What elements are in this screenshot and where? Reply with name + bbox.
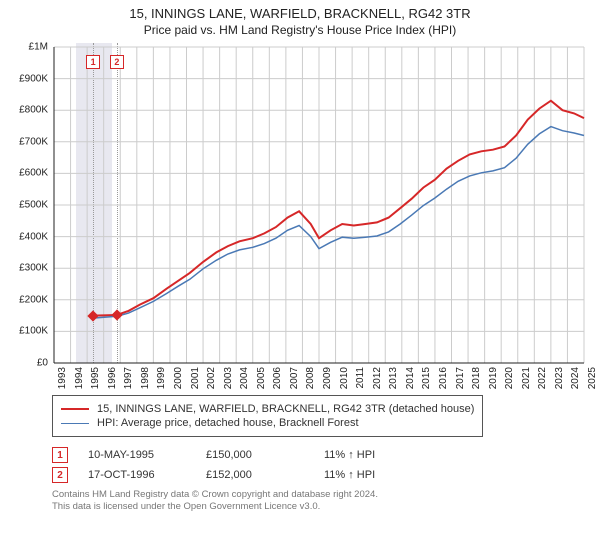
y-tick-label: £100K [10,326,48,337]
x-tick-label: 1996 [107,367,118,389]
y-tick-label: £500K [10,200,48,211]
credit-line: This data is licensed under the Open Gov… [52,501,590,513]
event-price: £150,000 [206,449,316,461]
x-tick-label: 2017 [455,367,466,389]
marker-pin-1: 1 [86,55,100,69]
y-tick-label: £1M [10,42,48,53]
credit-text: Contains HM Land Registry data © Crown c… [52,489,590,514]
x-tick-label: 2018 [471,367,482,389]
x-tick-label: 2021 [521,367,532,389]
x-tick-label: 1993 [57,367,68,389]
x-tick-label: 1995 [90,367,101,389]
marker-pin-2: 2 [110,55,124,69]
x-tick-label: 2016 [438,367,449,389]
event-row-2: 2 17-OCT-1996 £152,000 11% ↑ HPI [52,467,590,483]
x-tick-label: 1997 [123,367,134,389]
event-row-1: 1 10-MAY-1995 £150,000 11% ↑ HPI [52,447,590,463]
event-date: 10-MAY-1995 [88,449,198,461]
event-marker-box: 2 [52,467,68,483]
legend: 15, INNINGS LANE, WARFIELD, BRACKNELL, R… [52,395,483,437]
y-tick-label: £0 [10,358,48,369]
x-tick-label: 1998 [140,367,151,389]
y-tick-label: £200K [10,294,48,305]
legend-item: HPI: Average price, detached house, Brac… [61,417,474,429]
x-tick-label: 2011 [355,367,366,389]
price-vs-hpi-chart: £0 £100K £200K £300K £400K £500K £600K £700K £80… [10,43,590,387]
event-marker-box: 1 [52,447,68,463]
x-tick-label: 2004 [239,367,250,389]
chart-svg [10,43,590,387]
event-delta: 11% ↑ HPI [324,449,444,461]
y-tick-label: £700K [10,136,48,147]
x-tick-label: 2013 [388,367,399,389]
event-price: £152,000 [206,469,316,481]
x-tick-label: 2002 [206,367,217,389]
y-tick-label: £300K [10,263,48,274]
x-tick-label: 2019 [488,367,499,389]
x-tick-label: 2012 [372,367,383,389]
y-tick-label: £400K [10,231,48,242]
legend-label: 15, INNINGS LANE, WARFIELD, BRACKNELL, R… [97,403,474,415]
x-tick-label: 2003 [223,367,234,389]
x-tick-label: 2022 [537,367,548,389]
x-tick-label: 2020 [504,367,515,389]
x-tick-label: 2025 [587,367,598,389]
x-tick-label: 2005 [256,367,267,389]
x-tick-label: 2014 [405,367,416,389]
chart-title: 15, INNINGS LANE, WARFIELD, BRACKNELL, R… [0,6,600,21]
x-tick-label: 2006 [272,367,283,389]
x-tick-label: 1994 [74,367,85,389]
x-tick-label: 2015 [421,367,432,389]
legend-label: HPI: Average price, detached house, Brac… [97,417,359,429]
x-tick-label: 2001 [190,367,201,389]
x-tick-label: 2007 [289,367,300,389]
y-tick-label: £900K [10,73,48,84]
legend-swatch [61,423,89,424]
chart-subtitle: Price paid vs. HM Land Registry's House … [0,23,600,37]
event-delta: 11% ↑ HPI [324,469,444,481]
event-date: 17-OCT-1996 [88,469,198,481]
x-tick-label: 2024 [570,367,581,389]
event-table: 1 10-MAY-1995 £150,000 11% ↑ HPI 2 17-OCT-199… [52,447,590,483]
legend-swatch [61,408,89,410]
x-tick-label: 2023 [554,367,565,389]
x-tick-label: 1999 [156,367,167,389]
x-tick-label: 2010 [339,367,350,389]
legend-item: 15, INNINGS LANE, WARFIELD, BRACKNELL, R… [61,403,474,415]
y-tick-label: £600K [10,168,48,179]
series-property [93,101,584,316]
x-tick-label: 2008 [305,367,316,389]
credit-line: Contains HM Land Registry data © Crown c… [52,489,590,501]
x-tick-label: 2009 [322,367,333,389]
x-tick-label: 2000 [173,367,184,389]
y-tick-label: £800K [10,105,48,116]
